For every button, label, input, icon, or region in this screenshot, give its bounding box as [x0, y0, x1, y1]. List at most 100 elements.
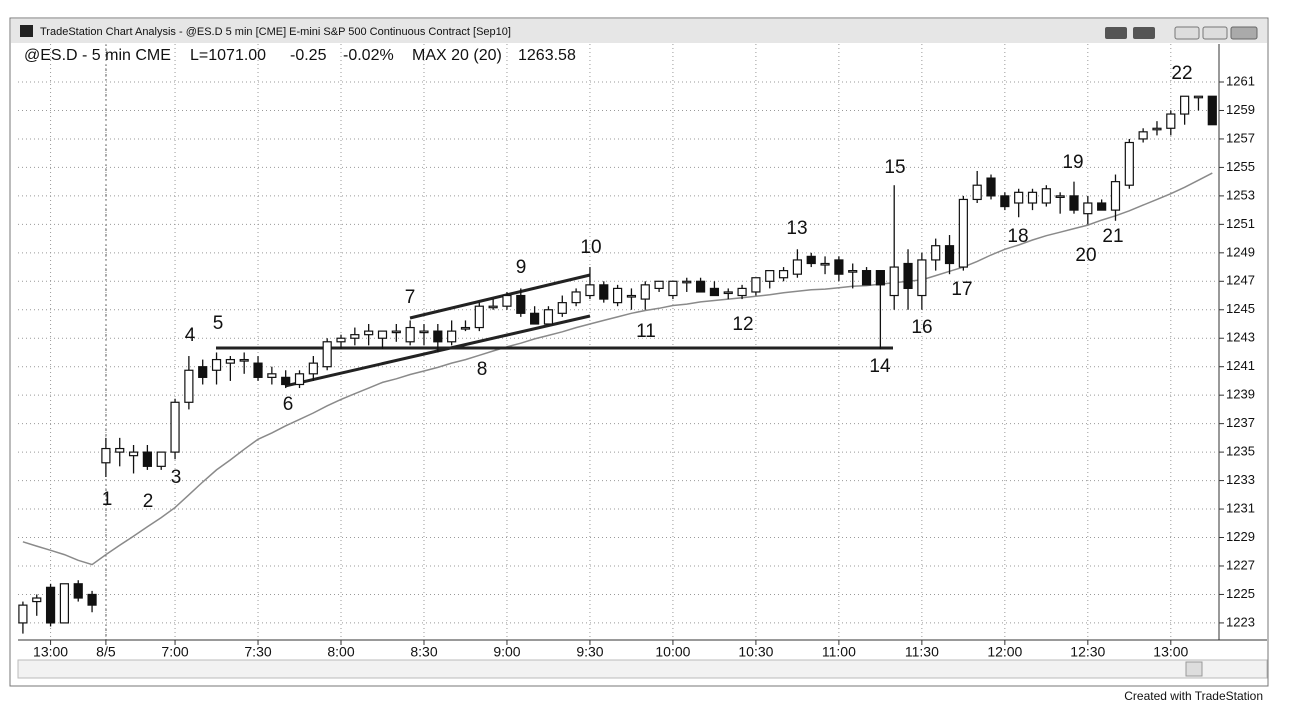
annotation: 22: [1171, 63, 1192, 84]
candle-body: [377, 330, 388, 339]
candle-body: [225, 358, 235, 364]
annotation: 14: [869, 356, 891, 377]
y-tick-label: 1229: [1226, 529, 1255, 544]
candle-body: [239, 358, 249, 362]
header-text: -0.25: [290, 47, 327, 64]
candle-body: [198, 366, 208, 378]
candle-body: [654, 280, 664, 290]
annotation: 12: [732, 314, 753, 335]
annotation: 16: [911, 317, 932, 338]
annotation: 11: [636, 321, 656, 342]
window-frame: [9, 17, 1269, 687]
annotation: 9: [516, 257, 527, 278]
candle-body: [834, 259, 844, 275]
title-bar: [11, 19, 1267, 43]
candle-body: [211, 358, 222, 371]
candle-body: [571, 291, 581, 304]
scrollbar[interactable]: [17, 659, 1268, 679]
window-title: TradeStation Chart Analysis - @ES.D 5 mi…: [40, 26, 511, 38]
candle-body: [1138, 131, 1148, 140]
candle-body: [543, 309, 554, 325]
candle-body: [682, 280, 692, 284]
x-tick-label: 11:00: [822, 644, 856, 660]
candle-body: [1041, 188, 1051, 204]
annotation: 5: [213, 313, 224, 334]
header-text: @ES.D - 5 min CME: [24, 47, 171, 64]
close-button[interactable]: [1230, 26, 1258, 40]
candle-body: [751, 277, 761, 293]
candle-body: [73, 583, 83, 599]
y-tick-label: 1225: [1226, 586, 1255, 601]
x-tick-label: 13:00: [33, 644, 68, 660]
candle-body: [668, 280, 678, 297]
y-tick-label: 1227: [1226, 557, 1255, 572]
candle-body: [308, 362, 318, 375]
candle-body: [101, 447, 111, 464]
candle-body: [1055, 195, 1065, 198]
candle-body: [267, 373, 277, 378]
y-tick-label: 1257: [1226, 130, 1255, 145]
x-tick-label: 8:30: [410, 644, 437, 660]
candle-body: [917, 259, 927, 297]
y-tick-label: 1243: [1226, 330, 1255, 345]
candle-body: [516, 294, 526, 314]
annotation: 13: [786, 218, 807, 239]
candle-body: [958, 198, 968, 268]
footer: Created with TradeStation: [1124, 689, 1263, 703]
candle-body: [626, 294, 637, 298]
candle-body: [972, 184, 982, 201]
candle-body: [253, 362, 263, 378]
interval-button[interactable]: [1133, 27, 1155, 39]
restore-button[interactable]: [1202, 26, 1228, 40]
candle-body: [128, 451, 139, 457]
x-tick-label: 12:30: [1070, 644, 1105, 660]
header-text: MAX 20 (20): [412, 47, 502, 64]
candle-body: [806, 255, 816, 265]
candle-body: [1083, 202, 1093, 215]
annotation: 21: [1102, 226, 1123, 247]
annotation: 8: [477, 359, 488, 380]
candle-body: [695, 280, 706, 293]
y-tick-label: 1247: [1226, 273, 1255, 288]
minimize-button[interactable]: [1174, 26, 1200, 40]
candle-body: [889, 266, 899, 297]
candle-body: [32, 597, 42, 603]
trend-line: [409, 273, 591, 320]
candle-body: [322, 341, 332, 368]
candle-body: [59, 583, 70, 624]
y-tick-label: 1255: [1226, 159, 1255, 174]
annotation: 10: [580, 237, 601, 258]
annotation: 7: [405, 287, 416, 308]
x-tick-label: 11:30: [905, 644, 939, 660]
x-tick-label: 8:00: [327, 644, 354, 660]
x-tick-label: 10:00: [655, 644, 690, 660]
symbol-button[interactable]: [1105, 27, 1127, 39]
candle-body: [142, 451, 152, 467]
y-tick-label: 1235: [1226, 444, 1255, 459]
candle-body: [488, 305, 498, 309]
candle-body: [474, 305, 484, 329]
candle-body: [405, 326, 415, 343]
candle-body: [1097, 202, 1107, 211]
candle-body: [599, 284, 609, 300]
candle-body: [87, 593, 97, 606]
annotation: 17: [951, 279, 972, 300]
annotation: 3: [171, 467, 182, 488]
scroll-thumb[interactable]: [1185, 661, 1203, 677]
x-tick-label: 7:30: [244, 644, 271, 660]
candle-body: [1000, 195, 1010, 208]
header-text: 1263.58: [518, 47, 576, 64]
candle-body: [419, 330, 429, 334]
candle-body: [709, 287, 720, 297]
candle-body: [792, 259, 802, 275]
app-icon: [20, 25, 33, 37]
y-tick-label: 1239: [1226, 387, 1255, 402]
candle-body: [1207, 95, 1217, 126]
y-tick-label: 1253: [1226, 187, 1255, 202]
candle-body: [848, 270, 858, 273]
candle-body: [765, 270, 775, 282]
candle-body: [1166, 113, 1176, 129]
y-tick-label: 1233: [1226, 472, 1255, 487]
